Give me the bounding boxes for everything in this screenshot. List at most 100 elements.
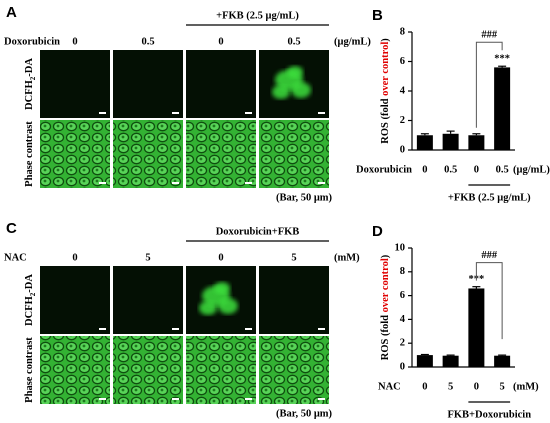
- row-label-part: 2: [29, 76, 37, 80]
- comparison-label: ###: [481, 250, 498, 261]
- y-axis-label-part: ROS (fold: [380, 96, 391, 144]
- bar: [494, 355, 511, 367]
- group-label: FKB+Doxorubicin: [447, 409, 531, 420]
- fluor-signal: [287, 66, 303, 78]
- scale-bar: [318, 328, 325, 330]
- fluor-image: [113, 50, 183, 118]
- fluor-signal: [272, 85, 290, 99]
- y-tick-label: 8: [400, 266, 405, 277]
- fluor-image: [113, 266, 183, 334]
- bar: [494, 67, 511, 150]
- y-tick-label: 0: [400, 361, 405, 372]
- group-label: +FKB (2.5 μg/mL): [216, 10, 299, 21]
- scale-bar: [172, 112, 179, 114]
- phase-image: [113, 336, 183, 404]
- y-tick-label: 6: [400, 290, 405, 301]
- y-tick-label: 0: [400, 144, 405, 155]
- fluor-signal: [291, 82, 311, 98]
- comparison-bracket: [475, 41, 503, 128]
- scale-bar: [245, 398, 252, 400]
- row-title: NAC: [378, 381, 401, 392]
- scale-note: (Bar, 50 μm): [276, 408, 333, 419]
- x-tick-label: 0.5: [444, 164, 457, 175]
- row-label-part: 2: [29, 292, 37, 296]
- x-tick-label: 0: [422, 381, 427, 392]
- x-tick-label: 5: [500, 381, 505, 392]
- phase-image: [186, 120, 256, 188]
- row-label-part: Phase contrast: [24, 121, 35, 187]
- scale-bar: [318, 182, 325, 184]
- group-label: +FKB (2.5 μg/mL): [448, 192, 531, 203]
- row-label: Phase contrast: [24, 121, 35, 187]
- phase-image: [259, 336, 329, 404]
- phase-image: [186, 336, 256, 404]
- scale-bar: [172, 328, 179, 330]
- x-tick-label: 0: [422, 164, 427, 175]
- x-tick-label: 5: [448, 381, 453, 392]
- fluor-image: [186, 50, 256, 118]
- y-axis-label-part: ): [380, 38, 391, 42]
- unit-label: (mM): [334, 252, 360, 263]
- row-label-part: -DA: [24, 58, 35, 77]
- bar: [468, 135, 485, 150]
- row-label: DCFH2-DA: [24, 274, 36, 326]
- column-label: 0.5: [141, 36, 154, 47]
- row-label: DCFH2-DA: [24, 58, 36, 110]
- panel-label: C: [6, 220, 17, 237]
- phase-image: [40, 336, 110, 404]
- panel-label: D: [372, 223, 383, 240]
- column-label: 0: [218, 252, 223, 263]
- scale-bar: [99, 398, 106, 400]
- row-title: Doxorubicin: [4, 36, 60, 47]
- column-label: 0: [72, 36, 77, 47]
- phase-image: [40, 120, 110, 188]
- column-label: 0: [72, 252, 77, 263]
- bar: [442, 355, 459, 367]
- y-tick-label: 8: [400, 26, 405, 37]
- y-tick-label: 4: [400, 314, 406, 325]
- fluor-signal: [214, 282, 230, 294]
- x-tick-label: 0: [474, 381, 479, 392]
- row-title: Doxorubicin: [356, 164, 412, 175]
- scale-bar: [172, 398, 179, 400]
- unit-label: (μg/mL): [513, 164, 550, 175]
- scale-bar: [172, 182, 179, 184]
- y-tick-label: 2: [400, 338, 405, 349]
- y-axis-label-part: ): [380, 254, 391, 258]
- scale-bar: [99, 112, 106, 114]
- fluor-image: [259, 266, 329, 334]
- significance: ***: [494, 54, 510, 65]
- scale-bar: [245, 112, 252, 114]
- bar: [468, 288, 485, 367]
- scale-bar: [99, 328, 106, 330]
- y-tick-label: 6: [400, 56, 405, 67]
- column-label: 5: [145, 252, 150, 263]
- bar: [442, 133, 459, 150]
- y-tick-label: 4: [400, 85, 406, 96]
- phase-image: [113, 120, 183, 188]
- row-label: Phase contrast: [24, 337, 35, 403]
- row-label-part: -DA: [24, 274, 35, 293]
- unit-label: (μg/mL): [334, 36, 371, 47]
- column-label: 5: [291, 252, 296, 263]
- row-title: NAC: [4, 252, 27, 263]
- bar: [416, 135, 433, 150]
- column-label: 0.5: [287, 36, 300, 47]
- scale-bar: [245, 182, 252, 184]
- y-tick-label: 2: [400, 115, 405, 126]
- fluor-image: [40, 266, 110, 334]
- scale-bar: [318, 398, 325, 400]
- x-tick-label: 0.5: [496, 164, 509, 175]
- scale-bar: [318, 112, 325, 114]
- y-axis-label-part: over control: [380, 258, 391, 312]
- row-label-part: DCFH: [24, 80, 35, 110]
- fluor-image: [40, 50, 110, 118]
- scale-bar: [245, 328, 252, 330]
- bar: [416, 355, 433, 367]
- panel-label: B: [372, 7, 383, 24]
- y-axis-label: ROS (fold over control): [380, 38, 391, 144]
- fluor-signal: [199, 301, 217, 315]
- y-axis-label-part: ROS (fold: [380, 312, 391, 360]
- y-axis-label-part: over control: [380, 42, 391, 96]
